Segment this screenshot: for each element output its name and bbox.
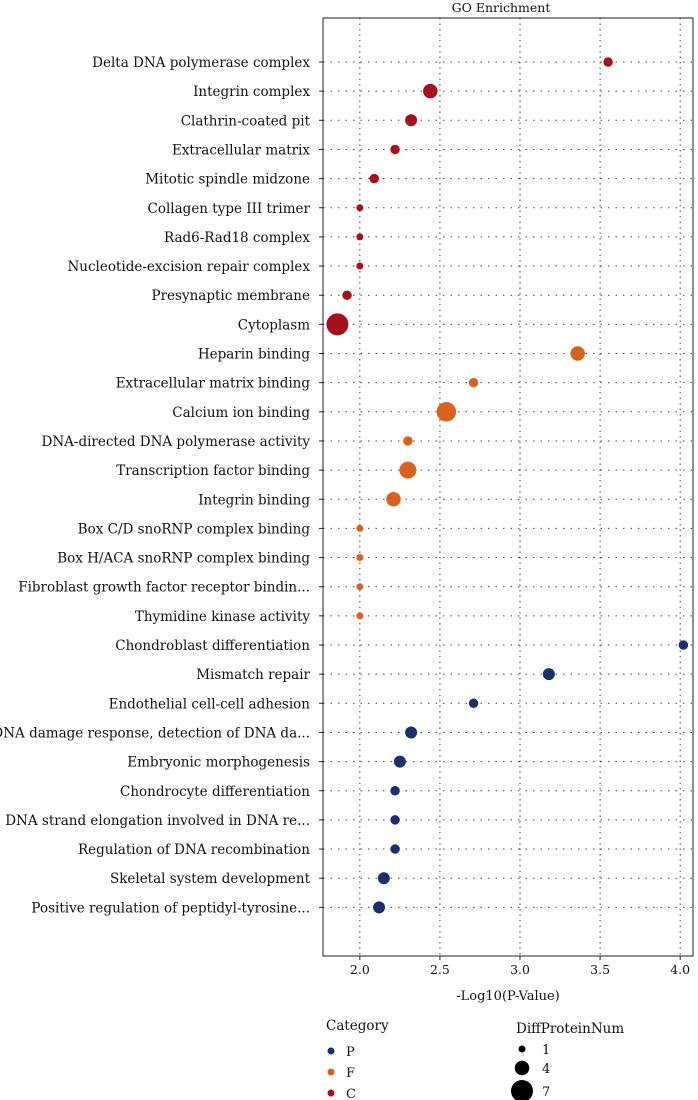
data-point [542,668,555,681]
legend-size-swatch [518,1045,526,1053]
x-tick-label: 3.0 [510,962,530,977]
x-axis-ticks: 2.0 2.5 3.0 3.5 4.0 [350,956,690,977]
points-layer [326,57,689,914]
term-label: Integrin binding [198,492,310,508]
legend-size-label: 4 [542,1062,550,1077]
term-label: Mitotic spindle midzone [145,172,310,188]
x-axis-title: -Log10(P-Value) [456,989,560,1004]
term-label: Rad6-Rad18 complex [164,230,310,246]
term-label: Cytoplasm [238,317,310,333]
legend-size-swatch [511,1080,533,1100]
legend-category-title: Category [326,1018,389,1034]
x-tick-label: 2.5 [430,962,450,977]
data-point [570,346,585,361]
x-tick-label: 2.0 [350,962,370,977]
data-point [377,872,390,885]
plot-frame [322,17,694,957]
term-label: Presynaptic membrane [152,288,310,304]
data-point [369,173,380,184]
x-tick-label: 3.5 [590,962,610,977]
data-point [423,83,438,99]
term-label: Chondroblast differentiation [115,638,310,654]
legend-size-swatch [514,1060,530,1076]
data-point [603,57,613,67]
term-label: Heparin binding [198,347,311,363]
term-label: Clathrin-coated pit [181,113,311,129]
term-label: Box C/D snoRNP complex binding [78,521,311,537]
data-point [356,554,364,562]
term-labels: Delta DNA polymerase complex Integrin com… [0,55,323,916]
term-label: Calcium ion binding [172,405,310,421]
data-point [390,144,400,155]
data-point [436,402,457,422]
data-point [356,524,364,532]
data-point [468,377,479,388]
term-label: Skeletal system development [110,871,311,887]
term-label: Positive regulation of peptidyl-tyrosine… [31,900,310,916]
data-point [326,313,349,336]
data-point [356,612,364,620]
data-point [468,698,479,709]
term-label: Nucleotide-excision repair complex [67,259,310,275]
term-label: Thymidine kinase activity [135,609,311,625]
legend-category-swatch [327,1089,335,1097]
legend-category-label: P [346,1045,355,1060]
x-tick-label: 4.0 [670,962,690,977]
data-point [356,233,364,241]
data-point [399,461,417,479]
legend-size-label: 7 [542,1085,550,1100]
term-label: Extracellular matrix binding [116,376,311,392]
data-point [342,290,352,300]
data-point [386,492,401,507]
term-label: Mismatch repair [196,667,310,683]
legend-category-label: C [346,1087,356,1100]
chart-title: GO Enrichment [452,0,551,15]
data-point [356,583,364,591]
term-label: Integrin complex [193,84,310,100]
data-point [356,204,364,212]
term-label: DNA strand elongation involved in DNA re… [5,813,310,829]
data-point [356,262,364,270]
data-point [373,901,386,914]
data-point [405,114,418,127]
data-point [390,815,400,825]
data-point [678,640,689,650]
legend-category: Category PFC [326,1018,389,1100]
term-label: Box H/ACA snoRNP complex binding [57,551,310,567]
data-point [405,726,418,739]
legend-category-label: F [346,1066,355,1081]
legend-size-label: 1 [542,1043,550,1058]
legend-size: DiffProteinNum 1 4 7 [511,1021,624,1100]
legend-size-title: DiffProteinNum [516,1021,624,1037]
term-label: Embryonic morphogenesis [127,755,310,771]
data-point [390,844,400,854]
legend-category-swatch [327,1047,335,1055]
term-label: Fibroblast growth factor receptor bindin… [18,580,310,596]
term-label: Collagen type III trimer [148,201,311,217]
term-label: Chondrocyte differentiation [120,784,310,800]
grid-layer [323,18,693,956]
term-label: Transcription factor binding [116,463,310,479]
term-label: Extracellular matrix [172,142,310,158]
legend-category-swatch [327,1068,335,1076]
term-label: DNA-directed DNA polymerase activity [42,434,311,450]
term-label: Regulation of DNA recombination [78,842,310,858]
data-point [393,755,406,768]
data-point [390,786,400,796]
term-label: Endothelial cell-cell adhesion [109,696,311,712]
data-point [403,436,413,446]
term-label: Delta DNA polymerase complex [92,55,310,71]
term-label: DNA damage response, detection of DNA da… [0,725,310,741]
